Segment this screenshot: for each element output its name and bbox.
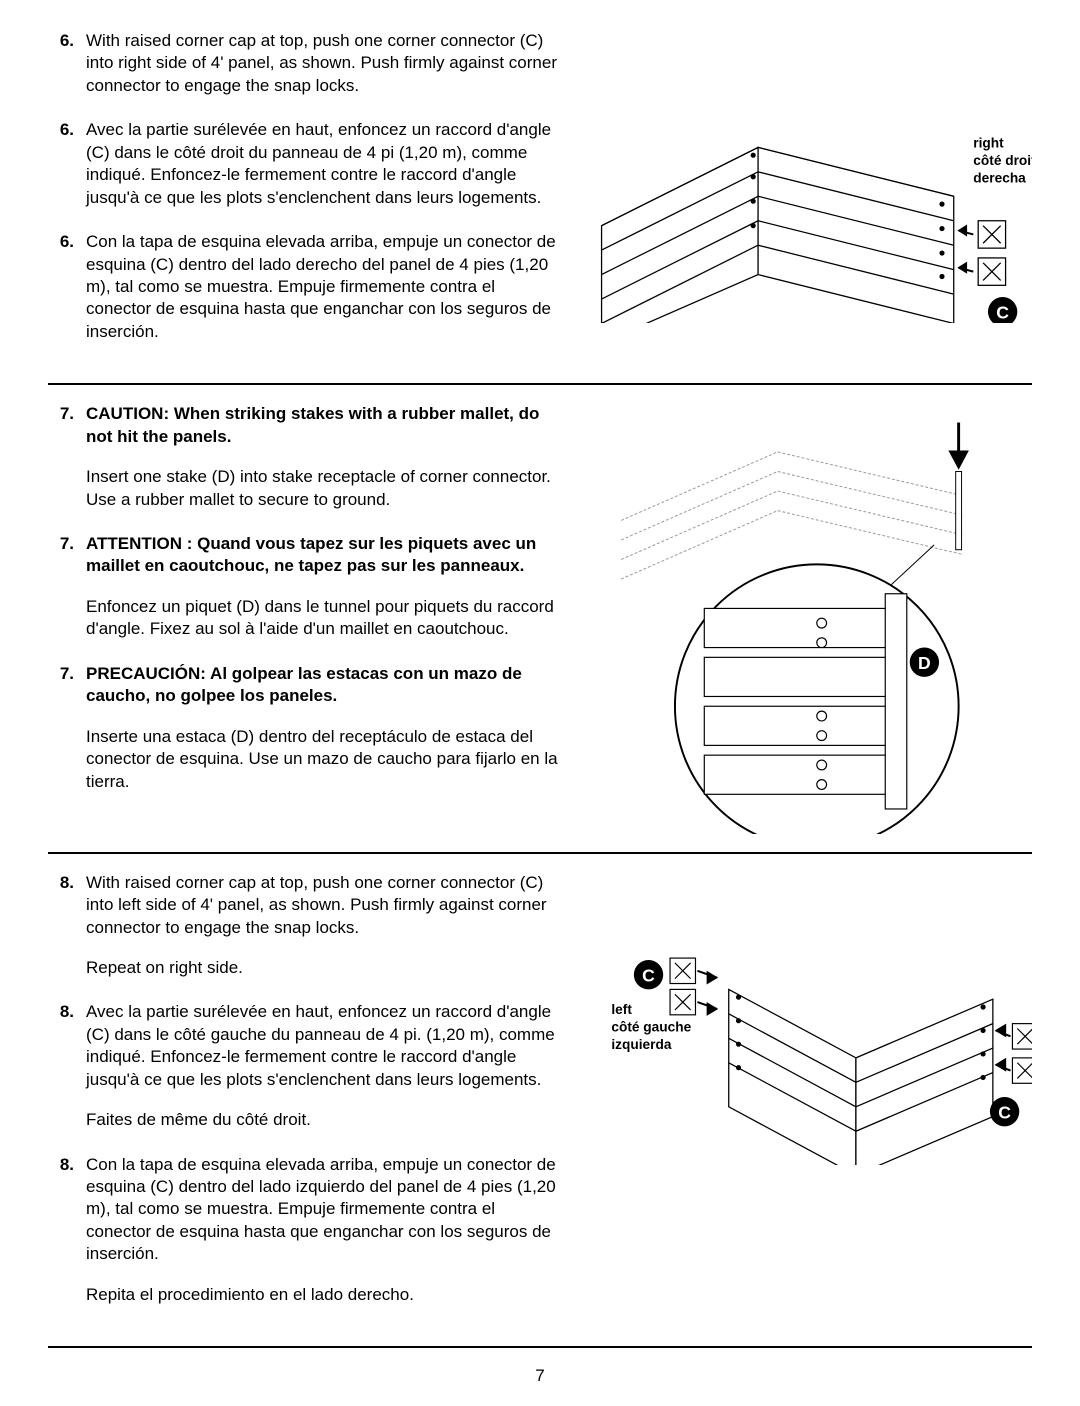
step-number: 7. — [48, 533, 74, 641]
caution-text: PRECAUCIÓN: Al golpear las estacas con u… — [86, 663, 558, 708]
page-number: 7 — [48, 1366, 1032, 1386]
step-number: 7. — [48, 663, 74, 793]
step-number: 6. — [48, 30, 74, 97]
step-body: Avec la partie surélevée en haut, enfonc… — [86, 119, 558, 209]
section-7-text: 7. CAUTION: When striking stakes with a … — [48, 403, 558, 833]
step-detail: Avec la partie surélevée en haut, enfonc… — [86, 1001, 558, 1091]
step-7-es: 7. PRECAUCIÓN: Al golpear las estacas co… — [48, 663, 558, 793]
badge-c-text: C — [996, 303, 1009, 323]
label-left-en: left — [611, 1002, 632, 1017]
caution-text: ATTENTION : Quand vous tapez sur les piq… — [86, 533, 558, 578]
step-number: 6. — [48, 119, 74, 209]
section-8-text: 8. With raised corner cap at top, push o… — [48, 872, 558, 1329]
section-7-figure: D — [582, 403, 1032, 833]
step-6-es: 6. Con la tapa de esquina elevada arriba… — [48, 231, 558, 343]
step-7-en: 7. CAUTION: When striking stakes with a … — [48, 403, 558, 511]
step-body: With raised corner cap at top, push one … — [86, 872, 558, 980]
step-body: Con la tapa de esquina elevada arriba, e… — [86, 231, 558, 343]
step-body: Con la tapa de esquina elevada arriba, e… — [86, 1154, 558, 1307]
step-body: PRECAUCIÓN: Al golpear las estacas con u… — [86, 663, 558, 793]
section-8-figure: left côté gauche izquierda C — [582, 872, 1032, 1329]
label-right-fr: côté droit — [973, 153, 1032, 168]
step-8-en: 8. With raised corner cap at top, push o… — [48, 872, 558, 980]
label-left-es: izquierda — [611, 1037, 671, 1052]
figure-7-svg: D — [582, 403, 1032, 833]
step-number: 8. — [48, 872, 74, 980]
section-6: 6. With raised corner cap at top, push o… — [48, 30, 1032, 385]
badge-c-right-text: C — [998, 1102, 1011, 1122]
label-left-fr: côté gauche — [611, 1019, 691, 1034]
section-6-figure: right côté droit derecha C — [582, 30, 1032, 365]
step-8-fr: 8. Avec la partie surélevée en haut, enf… — [48, 1001, 558, 1131]
step-body: With raised corner cap at top, push one … — [86, 30, 558, 97]
figure-6-svg: right côté droit derecha C — [582, 30, 1032, 323]
step-number: 8. — [48, 1154, 74, 1307]
caution-text: CAUTION: When striking stakes with a rub… — [86, 403, 558, 448]
arrow-down-icon — [951, 423, 967, 467]
section-7: 7. CAUTION: When striking stakes with a … — [48, 403, 1032, 853]
label-right-es: derecha — [973, 171, 1026, 186]
step-body: ATTENTION : Quand vous tapez sur les piq… — [86, 533, 558, 641]
section-6-text: 6. With raised corner cap at top, push o… — [48, 30, 558, 365]
section-8: 8. With raised corner cap at top, push o… — [48, 872, 1032, 1349]
step-detail: Con la tapa de esquina elevada arriba, e… — [86, 1154, 558, 1266]
step-6-en: 6. With raised corner cap at top, push o… — [48, 30, 558, 97]
step-number: 8. — [48, 1001, 74, 1131]
badge-c-left-text: C — [642, 965, 655, 985]
step-detail-2: Repita el procedimiento en el lado derec… — [86, 1284, 558, 1306]
step-8-es: 8. Con la tapa de esquina elevada arriba… — [48, 1154, 558, 1307]
step-detail: Insert one stake (D) into stake receptac… — [86, 466, 558, 511]
step-detail: Inserte una estaca (D) dentro del recept… — [86, 726, 558, 793]
step-body: CAUTION: When striking stakes with a rub… — [86, 403, 558, 511]
step-detail-2: Repeat on right side. — [86, 957, 558, 979]
step-6-fr: 6. Avec la partie surélevée en haut, enf… — [48, 119, 558, 209]
badge-d-text: D — [918, 653, 931, 673]
step-detail-2: Faites de même du côté droit. — [86, 1109, 558, 1131]
step-detail: Enfoncez un piquet (D) dans le tunnel po… — [86, 596, 558, 641]
step-detail: With raised corner cap at top, push one … — [86, 872, 558, 939]
step-body: Avec la partie surélevée en haut, enfonc… — [86, 1001, 558, 1131]
step-7-fr: 7. ATTENTION : Quand vous tapez sur les … — [48, 533, 558, 641]
figure-8-svg: left côté gauche izquierda C — [582, 872, 1032, 1165]
step-number: 6. — [48, 231, 74, 343]
step-number: 7. — [48, 403, 74, 511]
label-right-en: right — [973, 135, 1004, 150]
